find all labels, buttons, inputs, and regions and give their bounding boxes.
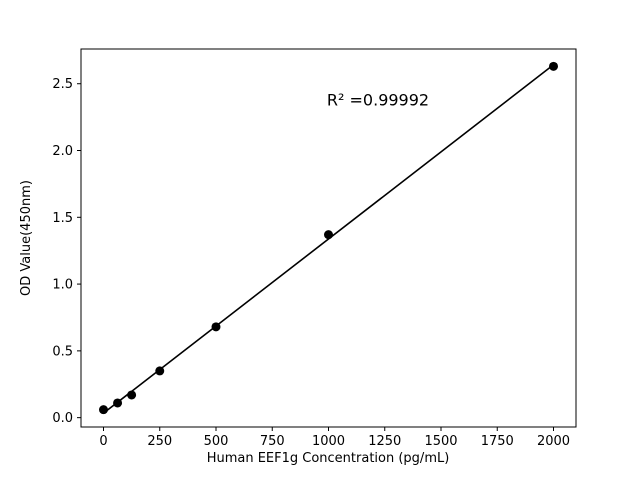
svg-text:250: 250 <box>147 434 172 449</box>
svg-text:0: 0 <box>99 434 107 449</box>
svg-text:0.0: 0.0 <box>52 411 73 426</box>
svg-text:0.5: 0.5 <box>52 344 73 359</box>
svg-text:2000: 2000 <box>537 434 570 449</box>
r-squared-annotation: R² =0.99992 <box>327 91 429 110</box>
x-axis-label: Human EEF1g Concentration (pg/mL) <box>207 451 450 466</box>
axis-ticks <box>77 83 554 431</box>
y-axis-label: OD Value(450nm) <box>19 180 34 296</box>
axis-tick-labels: 0 250 500 750 1000 1250 1500 1750 2000 0.0 0.5 1.0 1… <box>52 77 570 449</box>
data-points <box>99 61 558 415</box>
svg-text:1.0: 1.0 <box>52 278 73 293</box>
svg-text:1500: 1500 <box>424 434 457 449</box>
svg-text:1750: 1750 <box>481 434 514 449</box>
svg-text:1.5: 1.5 <box>52 211 73 226</box>
svg-text:2.5: 2.5 <box>52 77 73 92</box>
svg-text:750: 750 <box>260 434 285 449</box>
svg-text:1000: 1000 <box>312 434 345 449</box>
svg-text:2.0: 2.0 <box>52 144 73 159</box>
svg-text:1250: 1250 <box>368 434 401 449</box>
svg-text:500: 500 <box>204 434 229 449</box>
